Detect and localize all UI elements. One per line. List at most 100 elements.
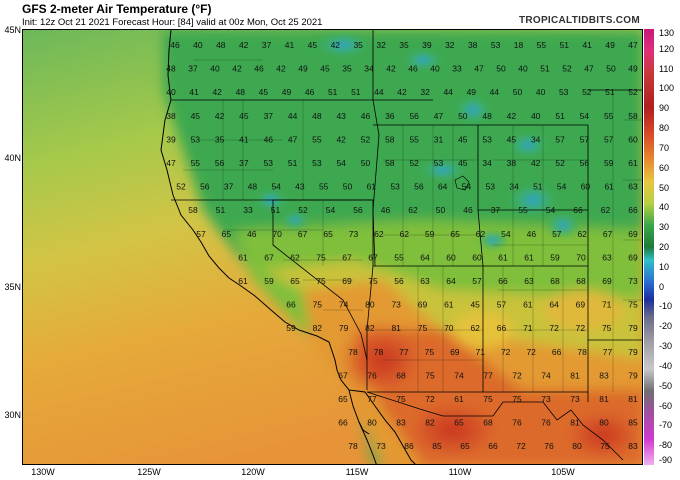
temperature-value: 56 [215, 158, 225, 168]
temperature-value: 71 [476, 347, 486, 357]
temperature-value: 69 [576, 300, 586, 310]
temperature-value: 77 [483, 370, 493, 380]
temperature-value: 42 [507, 111, 517, 121]
temperature-value: 51 [216, 205, 226, 215]
temperature-value: 38 [166, 111, 176, 121]
temperature-value: 69 [628, 229, 638, 239]
temperature-value: 77 [367, 394, 377, 404]
temperature-value: 55 [191, 158, 201, 168]
temperature-value: 35 [215, 134, 225, 144]
temperature-value: 46 [170, 40, 180, 50]
temperature-value: 54 [501, 229, 511, 239]
temperature-value: 78 [348, 347, 358, 357]
temperature-value: 81 [391, 323, 401, 333]
temperature-value: 71 [602, 300, 612, 310]
temperature-value: 55 [518, 205, 528, 215]
temperature-value: 52 [562, 64, 572, 74]
temperature-value: 73 [391, 300, 401, 310]
temperature-value: 75 [316, 252, 326, 262]
temperature-value: 52 [409, 158, 419, 168]
temperature-value: 56 [580, 158, 590, 168]
temperature-value: 60 [581, 182, 591, 192]
temperature-value: 55 [537, 40, 547, 50]
temperature-value: 81 [599, 394, 609, 404]
temperature-value: 66 [628, 205, 638, 215]
temperature-value: 78 [374, 347, 384, 357]
temperature-value: 52 [555, 158, 565, 168]
temperature-value: 77 [399, 347, 409, 357]
temperature-value: 58 [385, 134, 395, 144]
temperature-value: 61 [628, 158, 638, 168]
temperature-value: 80 [367, 418, 377, 428]
temperature-value: 57 [580, 134, 590, 144]
temperature-value: 33 [243, 205, 253, 215]
temperature-value: 50 [343, 182, 353, 192]
temperature-value: 63 [628, 182, 638, 192]
temperature-value: 45 [458, 134, 468, 144]
temperature-value: 45 [191, 111, 201, 121]
colorbar-label: 30 [659, 222, 670, 233]
temperature-value: 59 [425, 229, 435, 239]
brand-watermark: TROPICALTIDBITS.COM [518, 15, 640, 26]
colorbar-label: -50 [659, 380, 673, 391]
temperature-value: 79 [628, 323, 638, 333]
temperature-value: 35 [342, 64, 352, 74]
temperature-value: 73 [570, 394, 580, 404]
temperature-value: 32 [445, 40, 455, 50]
temperature-value: 60 [628, 134, 638, 144]
temperature-value: 67 [338, 370, 348, 380]
temperature-value: 42 [331, 40, 341, 50]
temperature-value: 52 [628, 87, 638, 97]
temperature-value: 72 [516, 441, 526, 451]
temperature-value: 52 [176, 182, 186, 192]
temperature-value: 47 [474, 64, 484, 74]
temperature-value: 64 [420, 252, 430, 262]
temperature-value: 31 [434, 134, 444, 144]
temperature-value: 62 [601, 205, 611, 215]
temperature-value: 76 [541, 418, 551, 428]
temperature-value: 37 [491, 205, 501, 215]
temperature-value: 50 [513, 87, 523, 97]
temperature-value: 58 [385, 158, 395, 168]
temperature-value: 63 [524, 276, 534, 286]
temperature-value: 54 [326, 205, 336, 215]
temperature-value: 34 [364, 64, 374, 74]
temperature-value: 49 [282, 87, 292, 97]
temperature-value: 43 [295, 182, 305, 192]
temperature-value: 49 [298, 64, 308, 74]
temperature-value: 47 [434, 111, 444, 121]
temperature-values: 46 40 48 42 37 41 45 42 35 32 35 39 32 38 53 18 55 51 41 49… [166, 40, 638, 451]
temperature-value: 67 [603, 229, 613, 239]
temperature-value: 61 [238, 252, 248, 262]
temperature-value: 63 [602, 252, 612, 262]
temperature-value: 53 [486, 182, 496, 192]
temperature-value: 81 [570, 418, 580, 428]
temperature-value: 48 [216, 40, 226, 50]
temperature-value: 39 [166, 134, 176, 144]
temperature-value: 45 [308, 40, 318, 50]
temperature-value: 49 [605, 40, 615, 50]
temperature-value: 44 [443, 87, 453, 97]
temperature-value: 65 [454, 418, 464, 428]
temperature-value: 62 [290, 252, 300, 262]
temperature-value: 45 [458, 158, 468, 168]
temperature-value: 56 [409, 111, 419, 121]
temperature-value: 48 [236, 87, 246, 97]
temperature-value: 42 [386, 64, 396, 74]
temperature-value: 40 [518, 64, 528, 74]
temperature-value: 75 [600, 441, 610, 451]
temperature-value: 74 [339, 300, 349, 310]
colorbar-label: -80 [659, 440, 673, 451]
temperature-value: 75 [602, 323, 612, 333]
temperature-value: 18 [514, 40, 524, 50]
colorbar-label: 120 [659, 43, 675, 54]
temperature-value: 75 [512, 394, 522, 404]
temperature-value: 40 [210, 64, 220, 74]
temperature-value: 45 [259, 87, 269, 97]
temperature-value: 61 [454, 394, 464, 404]
lat-label-30n: 30N [4, 410, 21, 420]
temperature-value: 54 [557, 182, 567, 192]
temperature-value: 53 [264, 158, 274, 168]
temperature-value: 61 [238, 276, 248, 286]
temperature-value: 59 [286, 323, 296, 333]
